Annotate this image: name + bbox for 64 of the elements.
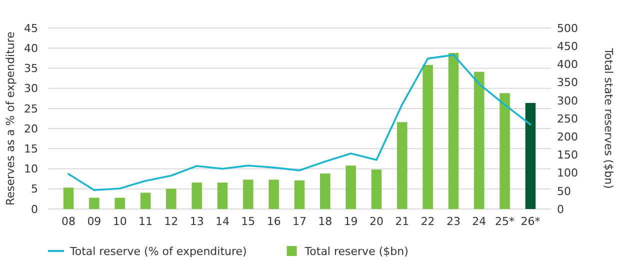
y-tick-label: 40 <box>24 42 38 55</box>
bar <box>294 180 305 209</box>
bar <box>114 198 125 209</box>
x-tick-label: 09 <box>87 215 102 228</box>
bar <box>371 170 382 209</box>
y-tick-label: 5 <box>31 182 38 196</box>
y-tick-label: 15 <box>24 142 38 156</box>
y-tick-label: 35 <box>24 62 38 76</box>
x-tick-label: 26* <box>520 215 541 228</box>
x-tick-label: 21 <box>395 215 410 228</box>
y2-tick-label: 200 <box>557 130 578 144</box>
bar <box>140 192 151 209</box>
x-tick-label: 10 <box>112 215 127 228</box>
y-tick-label: 45 <box>24 22 38 35</box>
x-tick-label: 18 <box>318 215 332 228</box>
bar <box>448 52 459 209</box>
y-tick-label: 10 <box>24 162 38 176</box>
x-tick-label: 23 <box>446 215 460 228</box>
bar <box>474 72 484 209</box>
y2-tick-label: 50 <box>557 184 571 198</box>
x-tick-label: 08 <box>62 215 76 228</box>
bar <box>525 102 536 209</box>
bar <box>397 122 408 209</box>
x-tick-label: 20 <box>369 215 384 228</box>
bar <box>422 64 433 209</box>
x-tick-label: 12 <box>164 215 178 228</box>
y-tick-label: 0 <box>31 202 38 216</box>
x-tick-label: 11 <box>138 215 153 228</box>
bar <box>63 188 74 209</box>
y-axis-title: Reserves as a % of expenditure <box>4 31 17 206</box>
x-tick-label: 14 <box>216 215 230 228</box>
y2-tick-label: 250 <box>557 112 578 126</box>
y-tick-label: 30 <box>24 82 38 96</box>
y2-tick-label: 500 <box>557 22 578 35</box>
legend-label: Total reserve (% of expenditure) <box>69 244 247 258</box>
y-tick-label: 20 <box>24 122 38 136</box>
bar <box>217 182 228 209</box>
y2-tick-label: 150 <box>557 148 578 162</box>
bar <box>89 198 100 209</box>
x-tick-label: 16 <box>266 215 281 228</box>
bar <box>166 188 176 209</box>
x-tick-label: 25* <box>495 215 516 228</box>
bar <box>268 180 279 209</box>
x-tick-label: 17 <box>292 215 306 228</box>
line-series <box>68 54 532 191</box>
x-tick-label: 24 <box>472 215 486 228</box>
x-tick-label: 13 <box>190 215 204 228</box>
y-tick-label: 25 <box>24 102 38 116</box>
x-tick-label: 15 <box>241 215 256 228</box>
y2-tick-label: 450 <box>557 40 578 53</box>
y2-tick-label: 0 <box>557 202 564 216</box>
bar <box>346 166 356 209</box>
bar <box>320 174 330 209</box>
y2-tick-label: 400 <box>557 58 578 72</box>
bar <box>500 93 510 209</box>
y2-axis-title: Total state reserves ($bn) <box>602 47 615 189</box>
y2-tick-label: 100 <box>557 166 578 180</box>
y2-tick-label: 350 <box>557 76 578 90</box>
y2-tick-label: 300 <box>557 94 578 108</box>
legend-label: Total reserve ($bn) <box>304 244 408 258</box>
x-tick-label: 22 <box>420 215 435 228</box>
bar <box>243 180 254 209</box>
x-tick-label: 19 <box>344 215 358 228</box>
bar <box>192 182 202 209</box>
